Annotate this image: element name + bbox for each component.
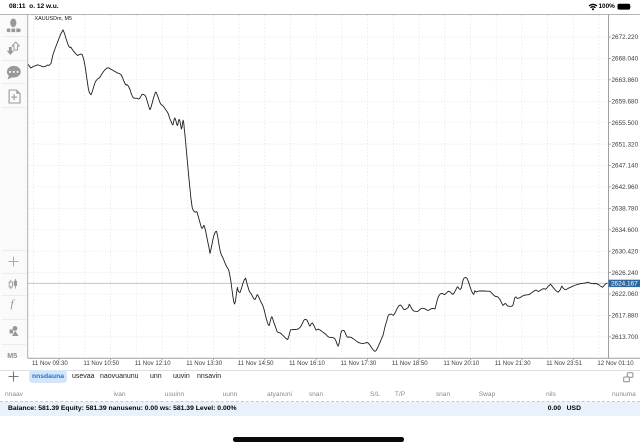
svg-text:2638.780: 2638.780 xyxy=(612,206,639,213)
svg-text:2651.320: 2651.320 xyxy=(612,141,639,148)
svg-text:11 Nov 16:10: 11 Nov 16:10 xyxy=(289,360,325,367)
svg-text:11 Nov 10:50: 11 Nov 10:50 xyxy=(83,360,119,367)
svg-text:2634.600: 2634.600 xyxy=(612,227,639,234)
svg-text:2624.167: 2624.167 xyxy=(611,281,638,288)
svg-text:2659.680: 2659.680 xyxy=(612,99,639,106)
svg-text:11 Nov 13:30: 11 Nov 13:30 xyxy=(186,360,222,367)
svg-text:2626.240: 2626.240 xyxy=(612,270,639,277)
svg-text:11 Nov 09:30: 11 Nov 09:30 xyxy=(32,360,68,367)
svg-text:2668.040: 2668.040 xyxy=(612,56,639,63)
svg-text:2613.700: 2613.700 xyxy=(612,334,639,341)
svg-text:2622.060: 2622.060 xyxy=(612,291,639,298)
svg-text:11 Nov 20:10: 11 Nov 20:10 xyxy=(443,360,479,367)
svg-text:2672.220: 2672.220 xyxy=(612,34,639,41)
svg-text:11 Nov 21:30: 11 Nov 21:30 xyxy=(495,360,531,367)
svg-text:2663.860: 2663.860 xyxy=(612,77,639,84)
svg-text:2630.420: 2630.420 xyxy=(612,248,639,255)
svg-text:2642.960: 2642.960 xyxy=(612,184,639,191)
svg-text:2647.140: 2647.140 xyxy=(612,163,639,170)
svg-text:11 Nov 18:50: 11 Nov 18:50 xyxy=(392,360,428,367)
svg-text:12 Nov 01:10: 12 Nov 01:10 xyxy=(597,360,634,367)
svg-text:11 Nov 12:10: 11 Nov 12:10 xyxy=(135,360,171,367)
svg-text:2655.500: 2655.500 xyxy=(612,120,639,127)
svg-text:11 Nov 23:51: 11 Nov 23:51 xyxy=(546,360,582,367)
svg-text:11 Nov 17:30: 11 Nov 17:30 xyxy=(340,360,376,367)
svg-text:2617.880: 2617.880 xyxy=(612,313,639,320)
svg-text:11 Nov 14:50: 11 Nov 14:50 xyxy=(238,360,274,367)
